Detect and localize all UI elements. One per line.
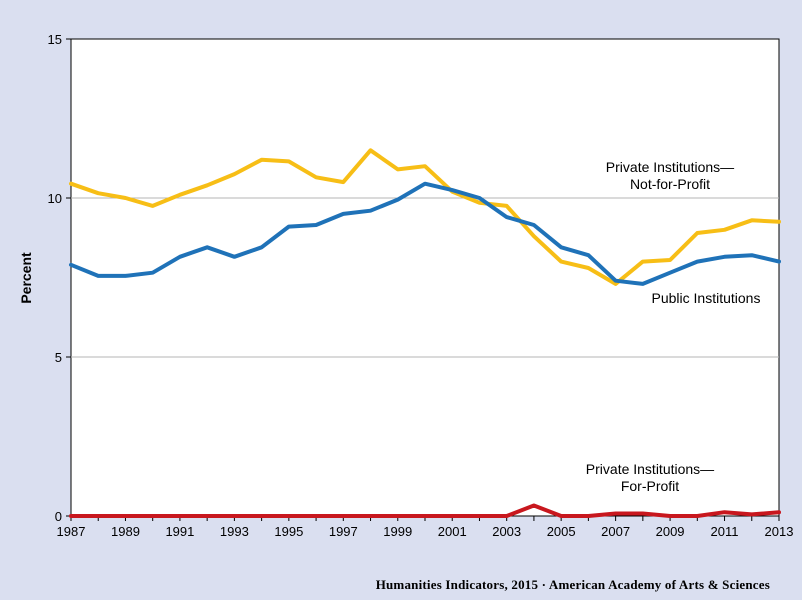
- x-tick-label-2007: 2007: [601, 524, 630, 539]
- annotation-public-line-0: Public Institutions: [652, 290, 761, 306]
- y-tick-label-10: 10: [48, 191, 62, 206]
- footer-credit: Humanities Indicators, 2015 · American A…: [375, 577, 770, 592]
- y-axis-label: Percent: [18, 252, 34, 304]
- x-tick-label-1991: 1991: [165, 524, 194, 539]
- x-tick-label-1995: 1995: [274, 524, 303, 539]
- y-tick-label-5: 5: [55, 350, 62, 365]
- axes: 0 5 10 15 1987 1989 1991 1993 1995 1997 1999 2001 20…: [48, 32, 794, 539]
- annotation-forprofit-line-0: Private Institutions—: [586, 461, 714, 477]
- annotation-nonprofit-line-0: Private Institutions—: [606, 159, 734, 175]
- x-tick-label-1999: 1999: [383, 524, 412, 539]
- annotation-public: Public Institutions: [652, 290, 761, 306]
- annotation-nonprofit-line-1: Not-for-Profit: [630, 176, 710, 192]
- x-tick-label-1997: 1997: [329, 524, 358, 539]
- x-tick-label-1987: 1987: [57, 524, 86, 539]
- series-annotations: Private Institutions— Not-for-ProfitPubli…: [586, 159, 761, 494]
- annotation-nonprofit: Private Institutions— Not-for-Profit: [606, 159, 734, 192]
- x-tick-label-2005: 2005: [547, 524, 576, 539]
- x-tick-label-2011: 2011: [711, 524, 739, 539]
- gridlines: [71, 197, 779, 358]
- plot-area: [70, 38, 780, 517]
- x-tick-label-2001: 2001: [438, 524, 467, 539]
- x-tick-label-1989: 1989: [111, 524, 140, 539]
- series-line-public: [69, 181, 781, 286]
- y-tick-label-0: 0: [55, 509, 62, 524]
- series-line-nonprofit: [69, 148, 781, 286]
- annotation-forprofit: Private Institutions— For-Profit: [586, 461, 714, 494]
- x-tick-label-2009: 2009: [656, 524, 685, 539]
- x-tick-label-1993: 1993: [220, 524, 249, 539]
- series-lines: [69, 148, 781, 518]
- x-tick-label-2003: 2003: [492, 524, 521, 539]
- x-tick-label-2013: 2013: [765, 524, 794, 539]
- series-line-forprofit: [69, 503, 781, 518]
- annotation-forprofit-line-1: For-Profit: [621, 478, 679, 494]
- y-tick-label-15: 15: [48, 32, 62, 47]
